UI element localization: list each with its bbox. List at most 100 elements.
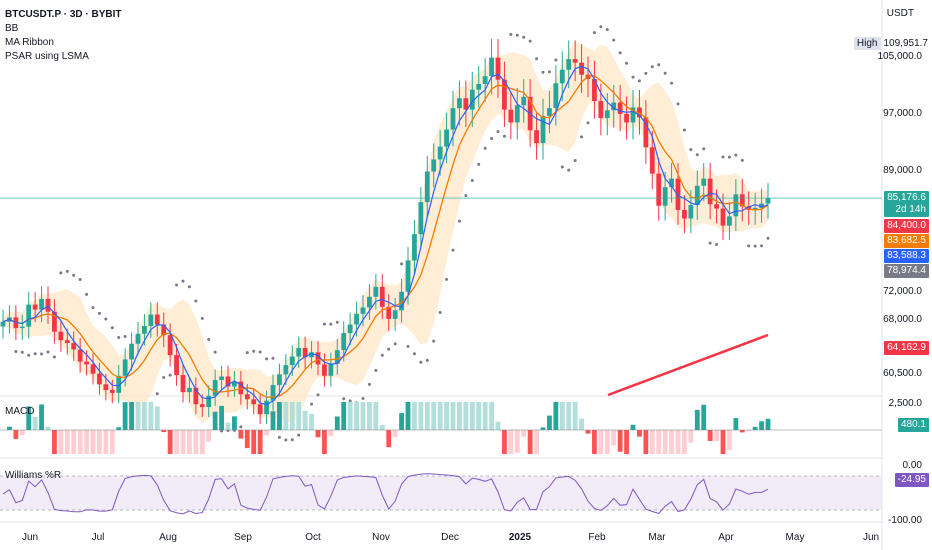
macd-bar	[26, 406, 32, 430]
time-tick: Aug	[159, 532, 177, 543]
psar-dot	[541, 70, 545, 74]
psar-dot	[110, 326, 114, 330]
macd-bar	[373, 402, 379, 430]
macd-bar	[264, 430, 269, 436]
macd-bar	[476, 402, 482, 430]
psar-dot	[766, 236, 770, 240]
candle	[386, 306, 392, 319]
candle	[225, 376, 231, 387]
psar-dot	[689, 148, 693, 152]
psar-dot	[483, 146, 487, 150]
macd-bar	[418, 402, 424, 430]
psar-dot	[14, 349, 18, 353]
macd-bar	[746, 430, 752, 431]
candle	[392, 310, 398, 319]
psar-dot	[502, 134, 506, 138]
candle	[39, 298, 44, 310]
candle	[752, 207, 758, 210]
psar-dot	[650, 65, 654, 69]
macd-bar	[437, 402, 443, 430]
macd-bar	[7, 426, 12, 430]
candle	[521, 96, 527, 106]
candle	[135, 333, 141, 344]
candle	[264, 400, 269, 415]
candle	[759, 203, 764, 208]
psar-dot	[496, 130, 500, 134]
time-tick: Jun	[862, 532, 880, 543]
psar-dot	[657, 63, 661, 67]
williams-value-tag: -24.95	[894, 473, 929, 487]
macd-bar	[135, 402, 141, 430]
price-tag-value: 84,400.0	[887, 220, 926, 232]
macd-bar	[334, 416, 340, 430]
macd-bar	[572, 402, 578, 430]
psar-dot	[220, 429, 224, 433]
indicator-psar[interactable]: PSAR using LSMA	[5, 51, 89, 62]
psar-dot	[284, 438, 288, 442]
psar-dot	[702, 147, 706, 151]
psar-dot	[52, 355, 56, 359]
macd-bar	[649, 430, 655, 454]
price-tag: 85,176.6 2d 14h	[884, 191, 929, 218]
candle	[103, 384, 109, 391]
macd-title[interactable]: MACD	[5, 406, 35, 417]
candle	[97, 373, 102, 385]
macd-bar	[534, 430, 539, 454]
indicator-ma-ribbon[interactable]: MA Ribbon	[5, 37, 54, 48]
candle	[58, 331, 64, 341]
candle	[270, 385, 276, 401]
macd-bar	[662, 430, 668, 454]
long-ma-line	[607, 333, 769, 397]
candle	[341, 333, 347, 351]
candle	[444, 129, 449, 147]
macd-bar	[547, 415, 552, 430]
candle	[534, 130, 539, 144]
macd-bar	[707, 430, 713, 441]
price-tick: 89,000.0	[883, 164, 922, 176]
high-label: High	[853, 37, 881, 50]
candle	[598, 101, 604, 119]
macd-bar	[424, 402, 430, 430]
candle	[193, 387, 199, 405]
macd-bar	[360, 402, 366, 430]
indicator-bb[interactable]: BB	[5, 23, 19, 34]
macd-bar	[656, 430, 662, 454]
macd-bar	[521, 430, 527, 437]
candle	[508, 109, 514, 123]
candle	[219, 376, 224, 381]
macd-bar	[45, 426, 51, 430]
time-tick: Dec	[441, 532, 459, 543]
macd-bar	[39, 404, 44, 430]
psar-dot	[477, 162, 481, 166]
psar-dot	[245, 351, 249, 355]
macd-bar	[97, 430, 102, 454]
candle	[354, 313, 359, 325]
candle	[84, 361, 89, 365]
macd-bar	[64, 430, 70, 454]
currency-label[interactable]: USDT	[886, 8, 914, 19]
candle	[727, 216, 732, 226]
psar-dot	[560, 165, 564, 169]
psar-dot	[348, 399, 352, 403]
price-tag: 83,588.3	[884, 249, 929, 264]
psar-dot	[213, 350, 217, 354]
candle	[322, 364, 327, 376]
candle	[720, 208, 726, 226]
candle	[26, 304, 32, 327]
psar-dot	[252, 349, 256, 353]
psar-dot	[695, 153, 699, 157]
macd-bar	[611, 430, 617, 446]
macd-bar	[585, 430, 591, 434]
macd-bar	[431, 402, 437, 430]
symbol-title[interactable]: BTCUSDT.P · 3D · BYBIT	[5, 9, 122, 20]
psar-dot	[515, 33, 519, 37]
psar-dot	[612, 38, 616, 42]
williams-title[interactable]: Williams %R	[5, 470, 62, 481]
candle	[656, 173, 662, 206]
macd-bar	[598, 430, 604, 454]
macd-bar	[675, 430, 681, 454]
psar-dot	[721, 155, 725, 159]
macd-bar	[694, 409, 700, 430]
price-tag-value: 85,176.6	[887, 192, 926, 204]
